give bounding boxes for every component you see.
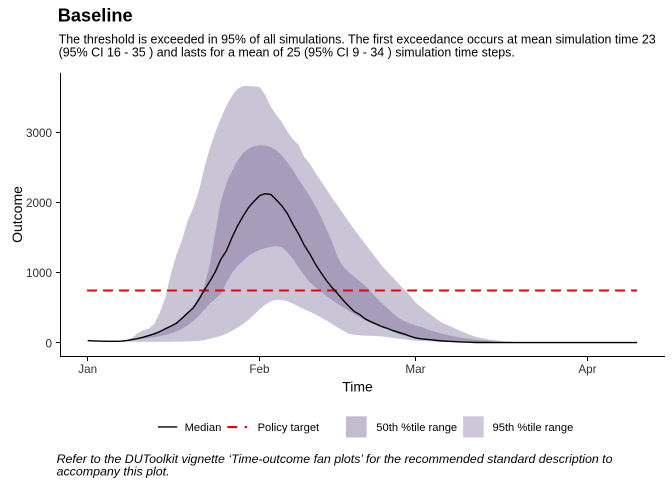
svg-text:(95% CI 16 - 35 ) and lasts fo: (95% CI 16 - 35 ) and lasts for a mean o… bbox=[59, 46, 515, 60]
svg-text:Jan: Jan bbox=[78, 363, 97, 376]
svg-text:Refer to the DUToolkit vignett: Refer to the DUToolkit vignette ‘Time-ou… bbox=[57, 452, 613, 466]
svg-text:Outcome: Outcome bbox=[9, 186, 25, 243]
svg-text:50th %tile range: 50th %tile range bbox=[376, 422, 457, 434]
svg-text:0: 0 bbox=[45, 337, 52, 350]
svg-text:The threshold is exceeded in 9: The threshold is exceeded in 95% of all … bbox=[59, 33, 656, 47]
svg-text:Policy target: Policy target bbox=[258, 422, 320, 434]
svg-text:Mar: Mar bbox=[405, 363, 425, 376]
svg-text:Time: Time bbox=[342, 379, 373, 395]
svg-text:95th %tile range: 95th %tile range bbox=[493, 422, 574, 434]
svg-text:Median: Median bbox=[185, 422, 222, 434]
svg-text:2000: 2000 bbox=[26, 197, 53, 210]
svg-text:Apr: Apr bbox=[578, 363, 596, 376]
svg-text:3000: 3000 bbox=[26, 127, 53, 140]
svg-text:accompany this plot.: accompany this plot. bbox=[57, 465, 170, 479]
svg-text:Feb: Feb bbox=[249, 363, 270, 376]
svg-text:1000: 1000 bbox=[26, 267, 53, 280]
svg-text:Baseline: Baseline bbox=[58, 6, 133, 26]
